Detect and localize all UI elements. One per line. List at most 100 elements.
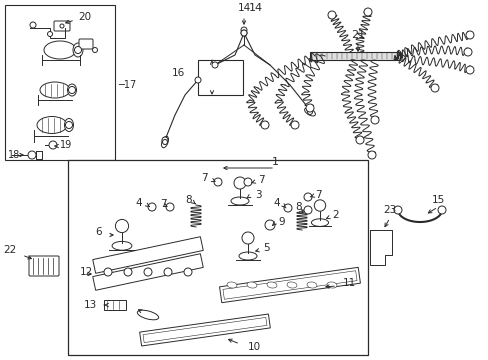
Circle shape [74,46,81,54]
Text: 13: 13 [84,300,97,310]
Text: 6: 6 [95,227,102,237]
Text: 7: 7 [314,190,321,200]
Text: 14: 14 [237,3,250,13]
Circle shape [104,268,112,276]
Text: 4: 4 [273,198,280,208]
Ellipse shape [306,282,316,288]
Polygon shape [219,267,360,303]
Circle shape [304,206,311,214]
Text: 21: 21 [350,30,365,40]
Text: 11: 11 [342,278,356,288]
Circle shape [47,32,52,36]
Bar [68,160,367,355]
Ellipse shape [64,118,73,131]
Polygon shape [140,314,270,346]
Text: 12: 12 [80,267,93,277]
Ellipse shape [246,282,256,288]
Circle shape [261,121,268,129]
Circle shape [163,268,172,276]
Circle shape [393,206,401,214]
Text: 2: 2 [331,210,338,220]
Circle shape [148,203,156,211]
Circle shape [363,8,371,16]
Ellipse shape [161,136,168,148]
Bar [309,52,399,60]
Circle shape [28,151,36,159]
Text: 10: 10 [247,342,261,352]
Ellipse shape [137,310,158,320]
Circle shape [30,22,36,28]
Text: 7: 7 [160,199,166,209]
Ellipse shape [112,242,132,250]
Text: 8: 8 [184,195,191,205]
Circle shape [162,140,167,144]
FancyBboxPatch shape [54,21,70,31]
Text: 4: 4 [135,198,142,208]
Text: 8: 8 [294,202,301,212]
Circle shape [241,30,246,36]
Circle shape [124,268,132,276]
Ellipse shape [40,82,70,98]
Ellipse shape [73,43,83,57]
Circle shape [430,84,438,92]
Polygon shape [93,254,203,290]
Ellipse shape [286,282,296,288]
Bar [5,5,115,160]
Ellipse shape [44,41,76,59]
Circle shape [115,219,128,233]
Text: 18: 18 [8,150,20,160]
Circle shape [241,30,246,36]
Circle shape [307,109,312,114]
Ellipse shape [326,282,336,288]
Circle shape [60,24,64,28]
Circle shape [367,151,375,159]
Circle shape [327,11,335,19]
Circle shape [463,48,471,56]
Circle shape [162,137,168,143]
Circle shape [195,77,201,83]
Ellipse shape [266,282,276,288]
Ellipse shape [304,108,315,116]
Circle shape [68,86,75,94]
Circle shape [284,204,291,212]
Circle shape [244,178,251,186]
Text: 23: 23 [383,205,396,215]
Ellipse shape [226,282,237,288]
Circle shape [183,268,192,276]
Text: 1: 1 [271,157,278,167]
Circle shape [242,232,253,244]
Ellipse shape [67,84,76,96]
Circle shape [49,141,57,149]
Text: 16: 16 [171,68,184,78]
FancyBboxPatch shape [29,256,59,276]
Bar [198,60,243,95]
Text: 20: 20 [78,12,91,22]
Circle shape [65,122,72,129]
Text: 5: 5 [263,243,269,253]
Circle shape [165,203,174,211]
Text: 3: 3 [254,190,261,200]
Circle shape [264,220,274,230]
Circle shape [234,177,245,189]
Circle shape [143,268,152,276]
Circle shape [241,27,246,33]
Text: 19: 19 [60,140,72,150]
Text: 14: 14 [248,3,263,13]
Circle shape [214,178,222,186]
Circle shape [355,136,363,144]
Circle shape [465,31,473,39]
Text: ─17: ─17 [118,80,136,90]
Circle shape [92,48,97,53]
Text: 7: 7 [258,175,264,185]
Circle shape [212,62,218,68]
Circle shape [465,66,473,74]
Circle shape [314,200,325,211]
Ellipse shape [230,197,248,205]
Circle shape [437,206,445,214]
Polygon shape [93,237,203,273]
Ellipse shape [239,252,257,260]
Ellipse shape [37,117,67,134]
Text: 9: 9 [278,217,284,227]
Text: 7: 7 [201,173,207,183]
Ellipse shape [311,219,328,226]
